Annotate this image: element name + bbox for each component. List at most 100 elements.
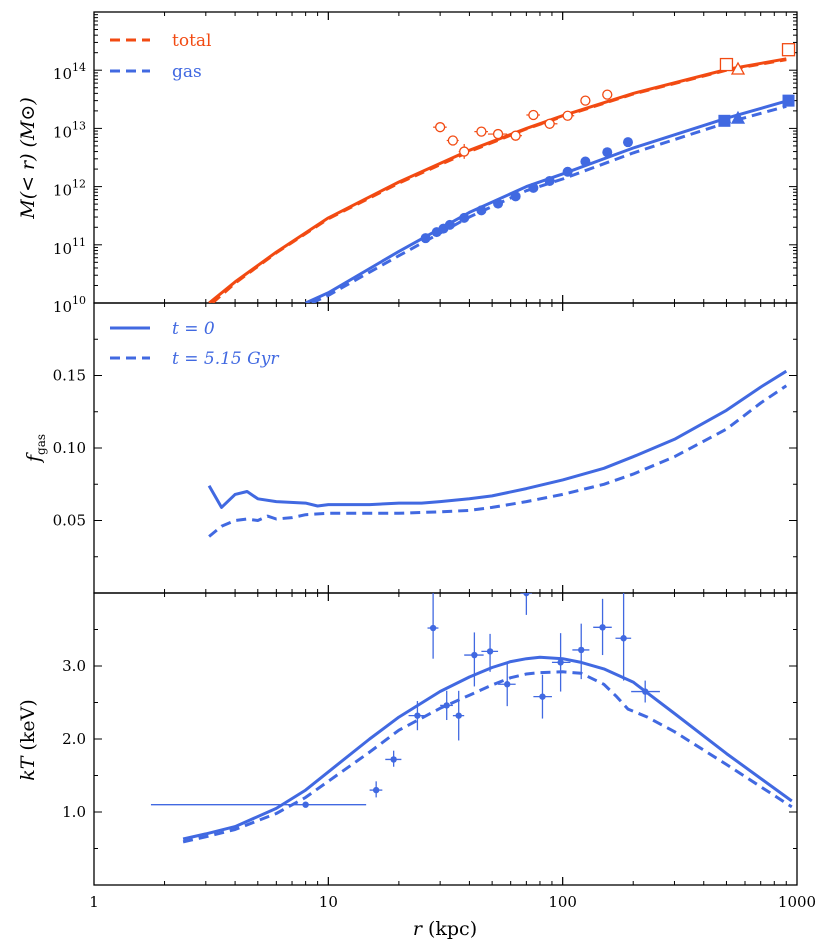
x-axis-label-main: r [413,918,424,940]
data-point [459,146,470,157]
y-tick-label: 2.0 [62,730,86,748]
mass-panel-markers [420,43,796,244]
y-tick-label: 0.10 [53,439,86,457]
data-point [434,122,446,133]
y-tick-label: 1010 [53,294,86,316]
series-line [211,58,787,303]
data-point [455,712,462,719]
y-tick-label-exp: 11 [72,236,86,249]
data-point [492,128,504,140]
kt-ylabel-main: kT [17,755,39,781]
y-tick-label-base: 10 [53,240,72,258]
data-point [302,801,309,808]
data-point [602,89,613,100]
y-tick-label: 0.05 [53,512,86,530]
y-tick-label: 1.0 [62,803,86,821]
y-tick-label: 3.0 [62,657,86,675]
data-point [459,212,470,223]
mass-legend: total gas [110,31,211,82]
series-line [208,384,788,538]
x-tick-label: 100 [548,893,577,911]
data-point [557,659,564,666]
data-point [510,130,521,141]
data-point [420,233,431,244]
data-point [504,681,511,688]
data-point [390,756,397,763]
data-point [620,635,627,642]
data-point [476,126,487,137]
data-point [493,198,504,209]
y-tick-label-exp: 14 [72,61,86,74]
data-point [599,624,606,631]
kt-panel-frame [93,592,798,886]
kt-ylabel: kT (keV) [17,699,39,781]
fgas-ylabel-main: f [23,452,45,464]
data-point [443,702,450,709]
data-point [622,137,633,148]
x-tick-label: 10 [319,893,338,911]
y-tick-label-base: 10 [53,123,72,141]
data-point [544,175,555,186]
kt-panel-points [150,593,660,808]
legend-gas-label: gas [172,62,202,82]
data-point [719,57,734,72]
data-point [641,688,649,695]
data-point [578,646,585,654]
fgas-ylabel: fgas [23,434,48,464]
y-tick-label-base: 10 [53,298,72,316]
kt-ylabel-unit: (keV) [17,699,39,750]
data-point [523,593,530,597]
legend-t515-label: t = 5.15 Gyr [172,349,279,369]
mass-panel-frame [93,11,798,304]
kt-panel-series [182,655,793,844]
axis-ticks [93,11,798,885]
data-point [602,147,613,158]
mass-panel-series [208,57,787,303]
y-tick-label: 1012 [53,178,86,200]
x-axis-label-unit: (kpc) [428,918,477,940]
data-point [528,109,539,121]
y-tick-label: 0.15 [53,367,86,385]
data-point [471,651,478,659]
data-point [372,786,380,794]
data-point [562,110,573,121]
data-point [539,693,546,700]
data-point [528,182,539,193]
data-point [447,135,459,146]
data-point [782,94,795,107]
y-tick-label: 1013 [53,119,86,141]
data-point [486,648,494,655]
data-point [544,118,555,129]
mass-ylabel-main: M(< r) [17,153,39,219]
y-tick-label: 1011 [53,236,86,258]
x-axis-label: r (kpc) [413,918,477,940]
y-tick-label-exp: 12 [72,178,86,191]
fgas-ylabel-sub: gas [34,434,48,455]
x-tick-label: 1000 [778,893,816,911]
data-point [429,624,437,632]
series-line [311,104,787,303]
data-point [781,43,796,57]
y-tick-label: 1014 [53,61,86,83]
fgas-panel-series [207,369,788,538]
fgas-legend: t = 0 t = 5.15 Gyr [110,319,279,369]
data-point [730,61,746,75]
data-point [718,114,731,127]
y-tick-label-exp: 13 [72,119,86,132]
series-line [208,57,787,303]
data-point [510,191,521,202]
data-point [730,110,746,124]
data-point [414,712,421,719]
y-tick-label-base: 10 [53,65,72,83]
legend-t0-label: t = 0 [172,319,215,339]
data-point [580,95,591,106]
mass-ylabel: M(< r) (M⊙) [17,97,39,220]
series-line [182,670,793,844]
legend-total-label: total [172,31,211,51]
data-point [444,219,455,230]
x-tick-label: 1 [89,893,99,911]
y-tick-label-exp: 10 [72,294,86,307]
series-line [207,369,788,509]
mass-ylabel-unit: (M⊙) [17,97,39,147]
